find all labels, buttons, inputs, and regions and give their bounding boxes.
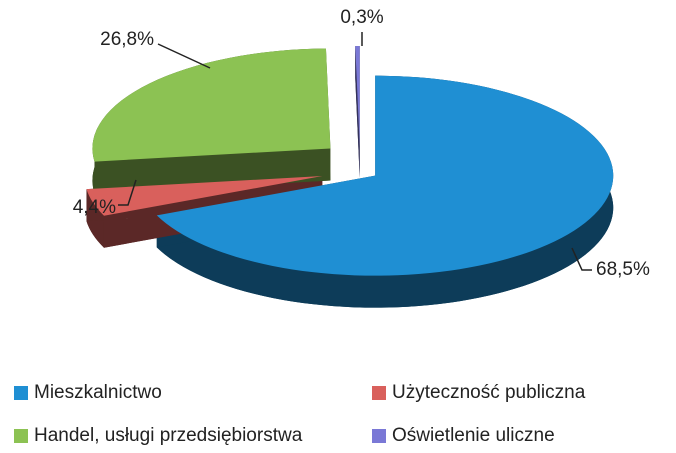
legend-swatch: [372, 386, 386, 400]
data-label: 4,4%: [73, 197, 116, 218]
slice: [156, 75, 614, 276]
slice: [86, 176, 323, 216]
data-label: 26,8%: [100, 29, 154, 50]
data-label: 68,5%: [596, 259, 650, 280]
slice: [92, 48, 331, 162]
slice-side: [355, 46, 360, 179]
slice-side: [94, 48, 331, 194]
pie: [86, 46, 614, 308]
legend-label: Oświetlenie uliczne: [392, 425, 555, 446]
legend-swatch: [372, 429, 386, 443]
legend-label: Użyteczność publiczna: [392, 382, 586, 403]
legend-swatch: [14, 429, 28, 443]
leader-line: [157, 43, 211, 69]
data-label: 0,3%: [340, 7, 383, 28]
slice: [355, 46, 360, 147]
legend-label: Mieszkalnictwo: [34, 382, 162, 403]
leader-line: [571, 247, 592, 271]
legend-swatch: [14, 386, 28, 400]
legend-label: Handel, usługi przedsiębiorstwa: [34, 425, 303, 446]
leader-line: [118, 179, 137, 206]
